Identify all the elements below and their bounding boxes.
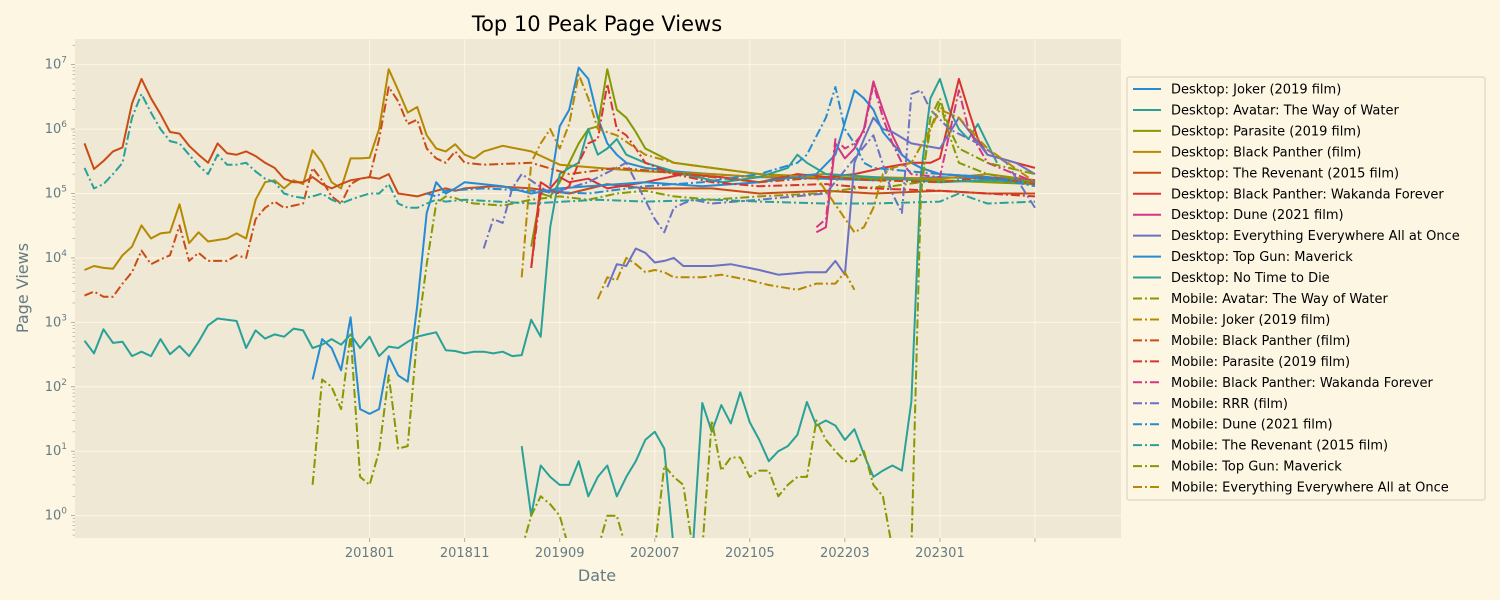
series-line-12 <box>596 256 856 300</box>
y-tick-label: 100 <box>45 507 68 524</box>
legend-label: Mobile: The Revenant (2015 film) <box>1171 439 1388 454</box>
legend-label: Desktop: Black Panther (film) <box>1171 145 1361 160</box>
legend-label: Desktop: Black Panther: Wakanda Forever <box>1171 187 1444 202</box>
legend-label: Mobile: Avatar: The Way of Water <box>1171 292 1389 307</box>
legend-label: Mobile: Dune (2021 film) <box>1171 418 1333 433</box>
series-line-4 <box>84 68 1036 271</box>
y-tick-label: 102 <box>45 378 67 395</box>
x-tick-label: 201811 <box>440 546 490 561</box>
y-tick-label: 105 <box>45 185 67 202</box>
series-line-13 <box>84 86 1036 298</box>
legend-label: Desktop: The Revenant (2015 film) <box>1171 166 1399 181</box>
legend: Desktop: Joker (2019 film) Desktop: Avata… <box>1126 76 1486 501</box>
axes: 100 101 102 103 104 105 106 107 201801 201811 2019… <box>45 44 1036 561</box>
legend-label: Mobile: Parasite (2019 film) <box>1171 355 1350 370</box>
series-line-2 <box>520 77 998 538</box>
y-tick-label: 104 <box>45 249 68 266</box>
x-axis-label: Date <box>578 566 616 585</box>
series-line-17 <box>426 86 1036 198</box>
x-tick-label: 202105 <box>725 546 775 561</box>
legend-label: Desktop: Everything Everywhere All at On… <box>1171 229 1460 244</box>
x-tick-label: 202301 <box>915 546 965 561</box>
series-line-15 <box>815 83 1036 228</box>
y-axis-label: Page Views <box>13 243 32 333</box>
legend-label: Desktop: No Time to Die <box>1171 271 1330 286</box>
legend-label: Desktop: Top Gun: Maverick <box>1171 250 1353 265</box>
legend-label: Mobile: Joker (2019 film) <box>1171 313 1330 328</box>
legend-label: Mobile: Everything Everywhere All at Onc… <box>1171 481 1449 496</box>
legend-label: Desktop: Parasite (2019 film) <box>1171 124 1361 139</box>
x-tick-label: 202203 <box>820 546 870 561</box>
x-tick-label: 201801 <box>345 546 395 561</box>
legend-box <box>1126 76 1486 501</box>
series-line-18 <box>83 93 1036 209</box>
series-line-8 <box>606 116 1036 288</box>
series-lines <box>83 66 1036 538</box>
y-tick-label: 103 <box>45 313 67 330</box>
series-line-14 <box>530 83 1036 269</box>
chart-title: Top 10 Peak Page Views <box>471 12 722 36</box>
x-tick-label: 202007 <box>630 546 680 561</box>
series-line-3 <box>530 68 1036 247</box>
legend-label: Mobile: Black Panther: Wakanda Forever <box>1171 376 1433 391</box>
legend-label: Desktop: Joker (2019 film) <box>1171 83 1341 98</box>
series-line-16 <box>482 89 1036 249</box>
legend-label: Mobile: RRR (film) <box>1171 397 1288 412</box>
legend-label: Desktop: Avatar: The Way of Water <box>1171 103 1399 118</box>
series-line-10 <box>83 128 1036 358</box>
x-tick-label: 201909 <box>535 546 585 561</box>
series-line-5 <box>83 77 1035 198</box>
legend-label: Desktop: Dune (2021 film) <box>1171 208 1344 223</box>
y-tick-label: 106 <box>45 120 68 137</box>
y-tick-label: 107 <box>45 56 67 73</box>
y-tick-label: 101 <box>45 442 67 459</box>
series-line-20 <box>520 73 1036 278</box>
legend-label: Mobile: Black Panther (film) <box>1171 334 1350 349</box>
legend-label: Mobile: Top Gun: Maverick <box>1171 460 1342 475</box>
series-line-19 <box>523 97 1036 538</box>
